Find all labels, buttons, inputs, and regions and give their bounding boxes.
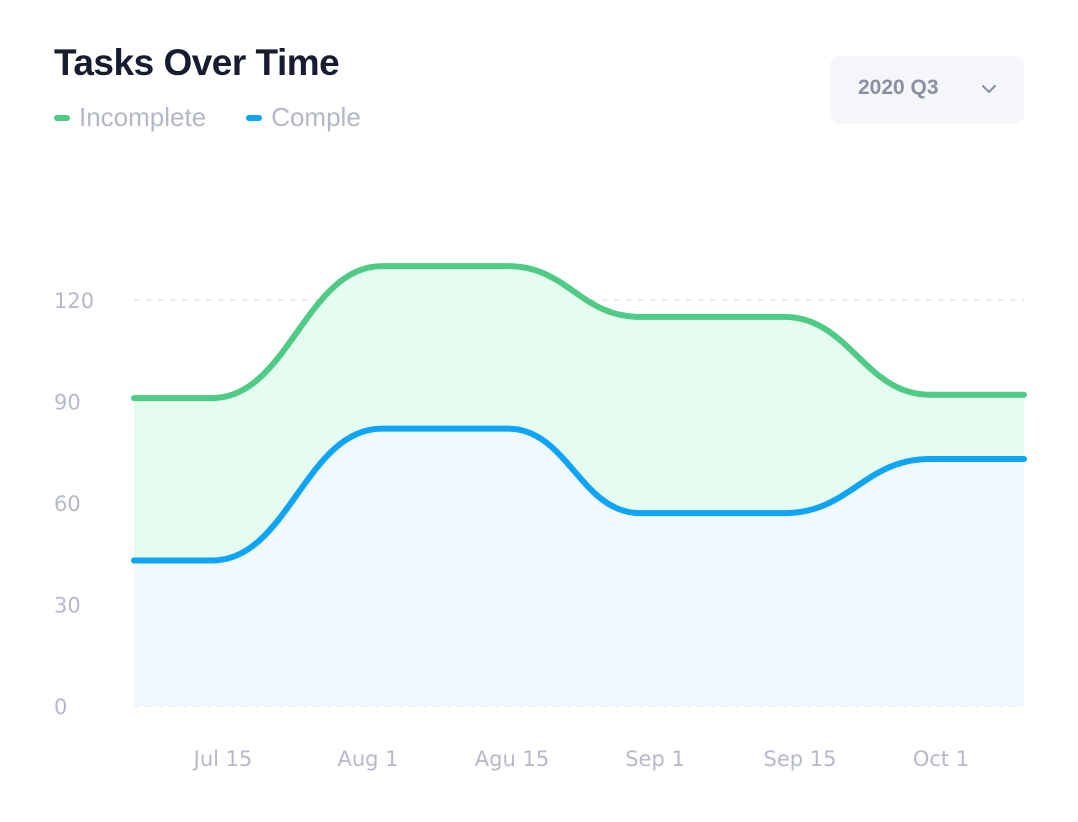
legend-swatch-incomplete [54, 114, 70, 121]
period-select-value: 2020 Q3 [858, 76, 939, 99]
x-axis-ticks: Jul 15 Aug 1 Agu 15 Sep 1 Sep 15 Oct 1 [192, 747, 970, 771]
legend-item-incomplete[interactable]: Incomplete [54, 102, 206, 133]
complete-area [134, 428, 1024, 706]
chart-lines [131, 263, 1027, 564]
y-tick-label: 60 [54, 492, 81, 516]
y-tick-label: 30 [54, 594, 81, 618]
x-tick-label: Jul 15 [192, 747, 253, 771]
chart-title: Tasks Over Time [54, 42, 340, 83]
x-tick-label: Sep 1 [625, 747, 685, 771]
x-tick-label: Oct 1 [913, 747, 969, 771]
chart-legend: Incomplete Comple [54, 102, 401, 133]
legend-swatch-complete [246, 114, 263, 121]
chart-areas [134, 266, 1024, 706]
chevron-down-icon[interactable] [981, 82, 997, 98]
y-tick-label: 0 [54, 695, 67, 719]
complete-line [131, 425, 1027, 564]
y-axis-ticks: 0 30 60 90 120 [54, 289, 94, 719]
x-tick-label: Agu 15 [475, 747, 549, 771]
legend-label-incomplete: Incomplete [79, 102, 207, 132]
incomplete-line [131, 263, 1027, 402]
y-tick-label: 120 [54, 289, 94, 313]
x-tick-label: Sep 15 [764, 747, 837, 771]
legend-label-complete: Comple [271, 102, 361, 132]
x-tick-label: Aug 1 [337, 747, 398, 771]
legend-item-complete[interactable]: Comple [246, 102, 361, 133]
y-tick-label: 90 [54, 391, 81, 415]
